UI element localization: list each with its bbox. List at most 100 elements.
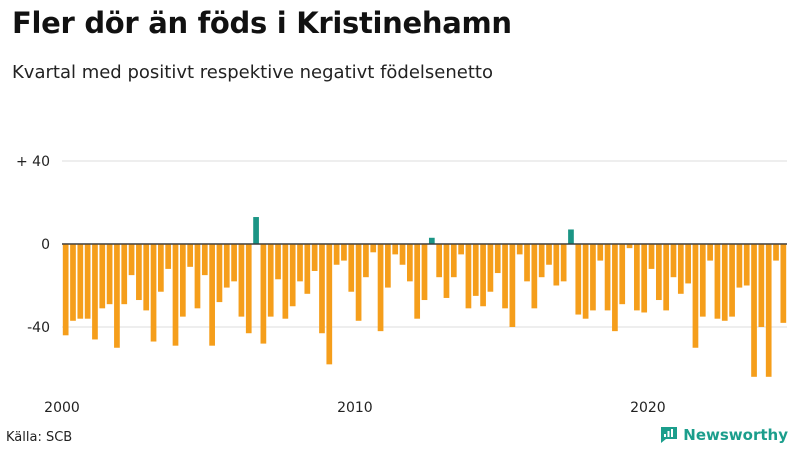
bar-negative: [92, 244, 98, 340]
bar-negative: [216, 244, 223, 303]
bar-negative: [634, 244, 640, 311]
bar-negative: [172, 244, 179, 346]
bar-negative: [465, 244, 472, 309]
bar-negative: [502, 244, 508, 309]
bar-negative: [480, 244, 486, 307]
bar-negative: [421, 244, 428, 301]
bar-negative: [472, 244, 479, 296]
bar-negative: [619, 244, 626, 305]
bar-negative: [62, 244, 69, 336]
bar-negative: [158, 244, 164, 292]
bar-negative: [648, 244, 655, 269]
bar-negative: [311, 244, 318, 271]
y-tick-label: -40: [27, 320, 50, 336]
bar-negative: [275, 244, 281, 280]
bar-negative: [392, 244, 399, 255]
bar-negative: [516, 244, 523, 255]
bar-negative: [553, 244, 560, 286]
bar-negative: [297, 244, 303, 282]
axis-layer: + 40 0 -40 2000 2010 2020: [16, 154, 787, 416]
bar-negative: [604, 244, 611, 311]
bar-negative: [341, 244, 347, 261]
bar-negative: [487, 244, 494, 292]
bar-negative: [524, 244, 530, 282]
bar-negative: [714, 244, 721, 319]
bar-negative: [377, 244, 384, 332]
bar-negative: [348, 244, 355, 292]
bar-negative: [143, 244, 150, 311]
bar-positive: [428, 237, 435, 245]
bar-negative: [692, 244, 699, 348]
bar-negative: [509, 244, 516, 327]
bar-negative: [319, 244, 325, 334]
bar-negative: [743, 244, 750, 286]
bar-negative: [560, 244, 567, 282]
bar-negative: [238, 244, 245, 317]
bar-negative: [407, 244, 413, 282]
bar-negative: [77, 244, 84, 319]
bar-negative: [385, 244, 391, 288]
bar-negative: [597, 244, 604, 261]
bar-positive: [253, 217, 259, 245]
bar-negative: [70, 244, 76, 321]
bar-negative: [106, 244, 113, 305]
x-tick-label: 2010: [337, 400, 373, 416]
bar-negative: [758, 244, 765, 327]
bar-negative: [780, 244, 787, 323]
bar-layer: [62, 217, 787, 377]
bar-negative: [414, 244, 421, 319]
bar-negative: [267, 244, 274, 317]
bar-negative: [165, 244, 172, 269]
bar-negative: [531, 244, 538, 309]
bar-negative: [194, 244, 201, 309]
bar-negative: [751, 244, 757, 377]
bar-negative: [399, 244, 406, 265]
bar-negative: [494, 244, 501, 274]
bar-negative: [626, 244, 633, 249]
bar-negative: [575, 244, 582, 315]
brand-logo[interactable]: Newsworthy: [660, 426, 788, 444]
bar-negative: [187, 244, 194, 267]
bar-negative: [114, 244, 120, 348]
bar-negative: [223, 244, 230, 288]
bar-negative: [612, 244, 618, 332]
bar-negative: [590, 244, 596, 311]
bar-negative: [729, 244, 735, 317]
bar-negative: [736, 244, 743, 288]
bar-negative: [363, 244, 369, 278]
bar-negative: [355, 244, 362, 321]
newsworthy-chart-icon: [661, 427, 678, 443]
bar-negative: [773, 244, 779, 261]
bar-negative: [150, 244, 157, 342]
bar-negative: [450, 244, 457, 278]
chart-title: Fler dör än föds i Kristinehamn: [12, 6, 512, 40]
bar-negative: [201, 244, 208, 276]
bar-negative: [641, 244, 648, 313]
bar-negative: [538, 244, 545, 278]
bar-negative: [721, 244, 728, 321]
brand-name: Newsworthy: [683, 426, 788, 444]
x-tick-label: 2020: [630, 400, 666, 416]
bar-negative: [699, 244, 706, 317]
bar-negative: [304, 244, 311, 294]
bar-negative: [289, 244, 296, 307]
y-tick-label: 0: [41, 237, 50, 253]
bar-negative: [663, 244, 670, 311]
bar-negative: [582, 244, 589, 319]
bar-negative: [685, 244, 691, 284]
bar-negative: [677, 244, 684, 294]
bar-negative: [443, 244, 450, 298]
bar-negative: [260, 244, 267, 344]
bar-negative: [546, 244, 552, 265]
bar-negative: [655, 244, 662, 301]
bar-negative: [231, 244, 237, 282]
bar-negative: [245, 244, 252, 334]
bar-negative: [370, 244, 377, 253]
y-tick-label: + 40: [16, 154, 50, 170]
bar-negative: [121, 244, 128, 305]
bar-positive: [568, 229, 574, 244]
bar-negative: [436, 244, 442, 278]
bar-negative: [84, 244, 91, 319]
bar-negative: [326, 244, 333, 365]
